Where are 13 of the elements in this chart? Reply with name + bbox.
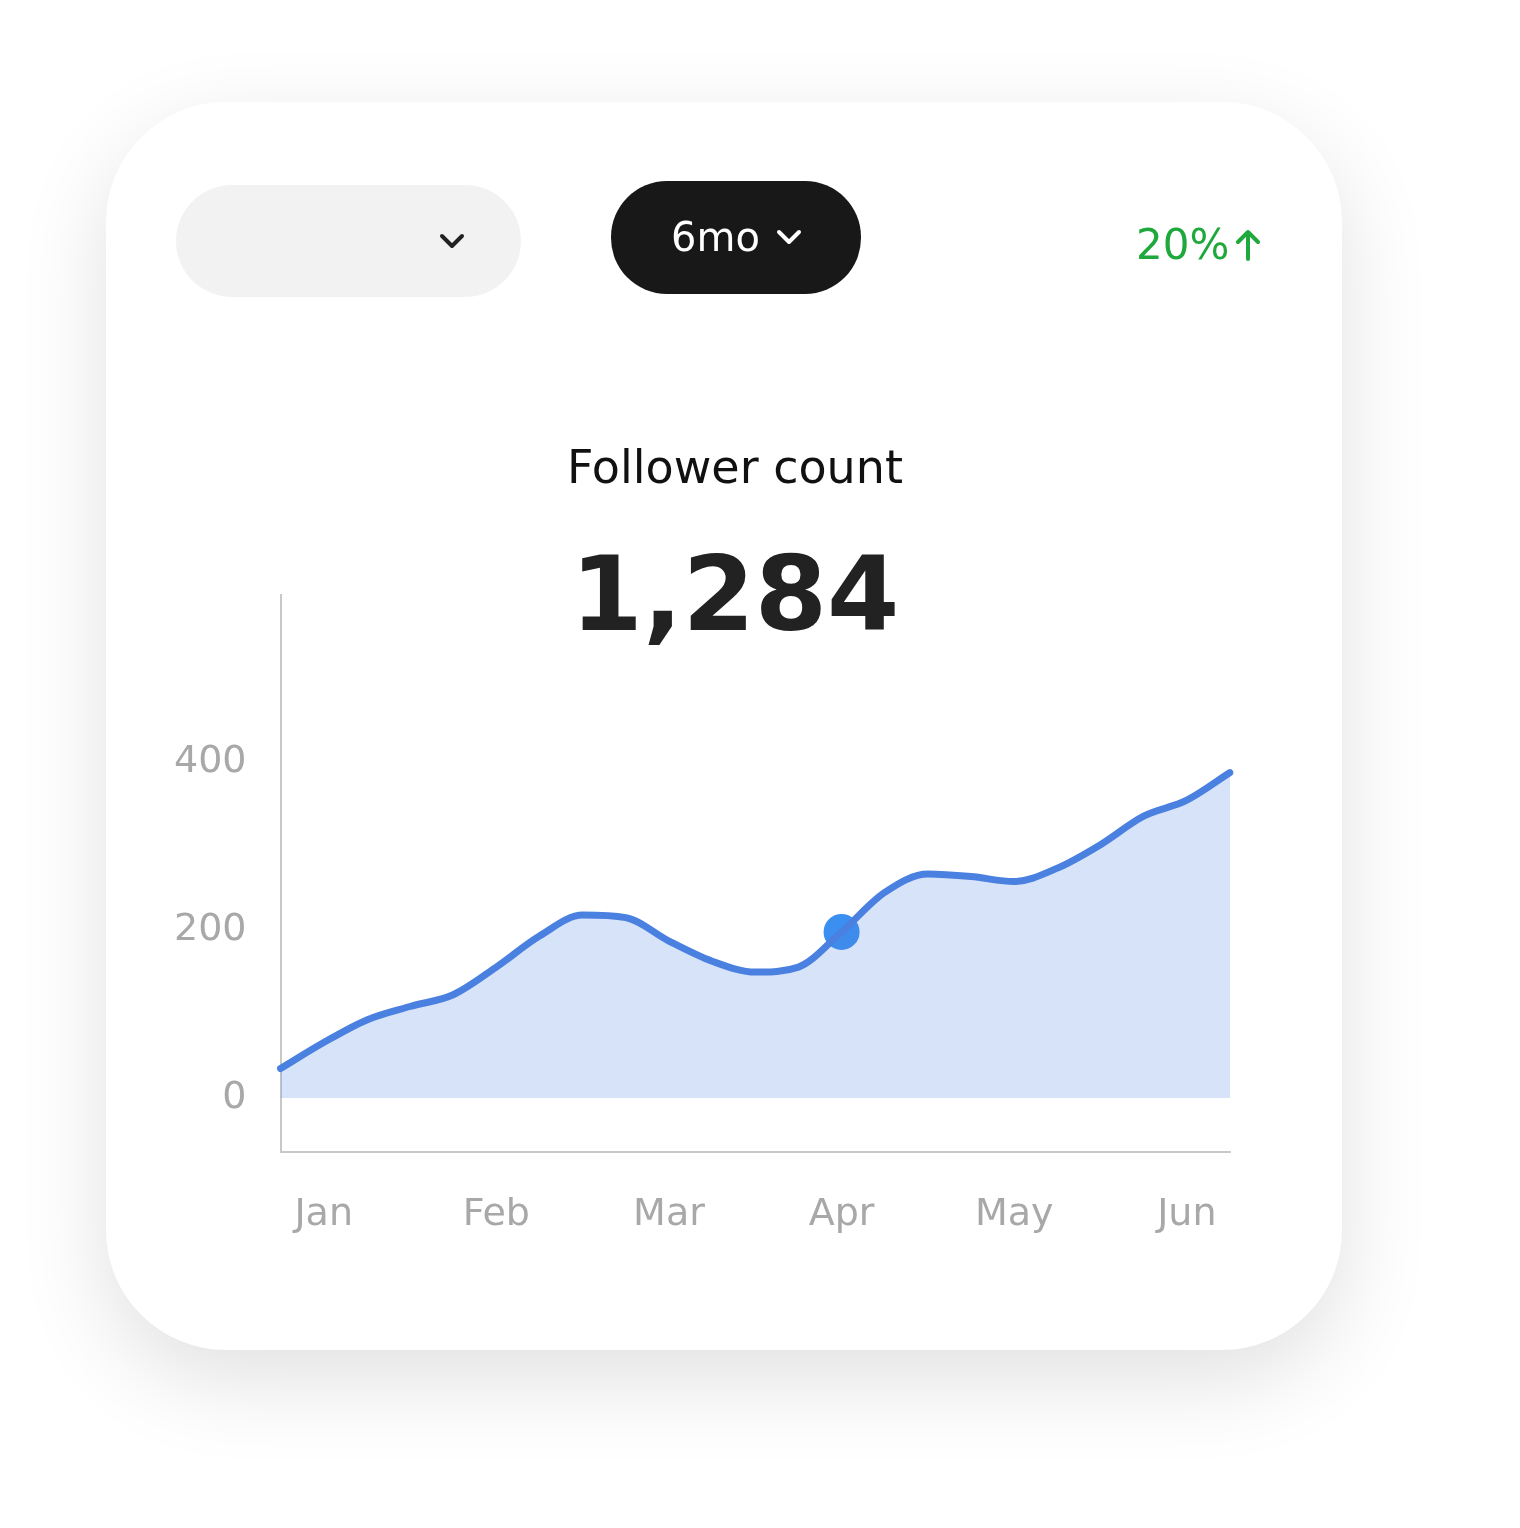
x-tick-label: Jun bbox=[1155, 1190, 1217, 1235]
y-tick-label: 400 bbox=[174, 737, 247, 782]
x-tick-label: Jan bbox=[292, 1190, 353, 1235]
x-tick-label: May bbox=[974, 1190, 1054, 1235]
text: 20% bbox=[1136, 220, 1230, 269]
x-tick-label: Mar bbox=[633, 1190, 706, 1235]
y-tick-label: 200 bbox=[174, 905, 247, 950]
chart-title: Follower count bbox=[566, 440, 904, 494]
y-tick-label: 0 bbox=[222, 1072, 247, 1117]
chart-subtitle: 1,284 bbox=[569, 533, 901, 655]
x-tick-label: Feb bbox=[462, 1190, 530, 1235]
text: 6mo bbox=[671, 214, 760, 260]
x-tick-label: Apr bbox=[808, 1190, 875, 1235]
